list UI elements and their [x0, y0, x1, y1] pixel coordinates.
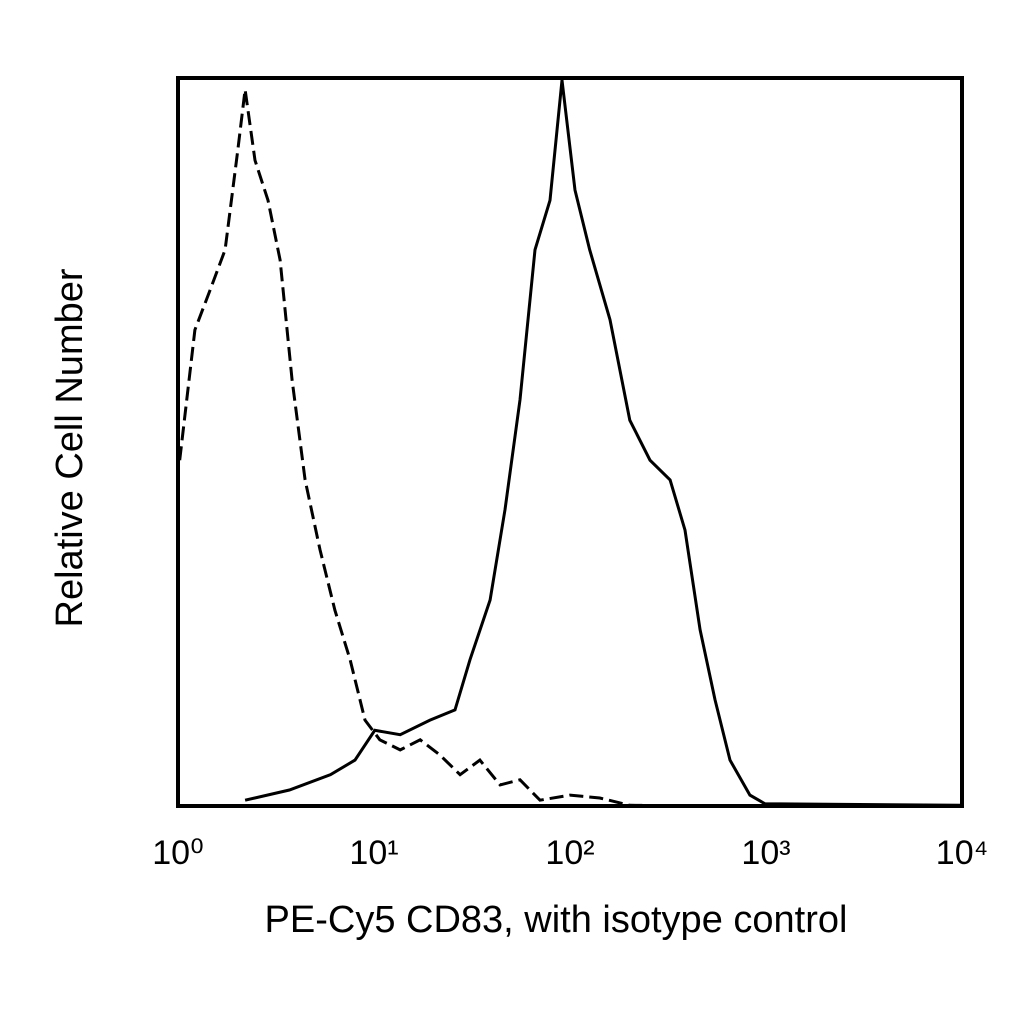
histogram-line [178, 89, 961, 808]
x-tick-label: 10³ [741, 834, 790, 872]
x-axis-label: PE-Cy5 CD83, with isotype control [265, 899, 848, 941]
plot-frame [176, 76, 964, 808]
x-tick-label: 10² [545, 834, 594, 872]
histogram-line [244, 80, 961, 807]
x-tick-label: 10⁴ [936, 834, 988, 872]
x-tick-label: 10⁰ [152, 834, 203, 872]
x-tick-label: 10¹ [349, 834, 398, 872]
y-axis-label: Relative Cell Number [49, 268, 91, 627]
